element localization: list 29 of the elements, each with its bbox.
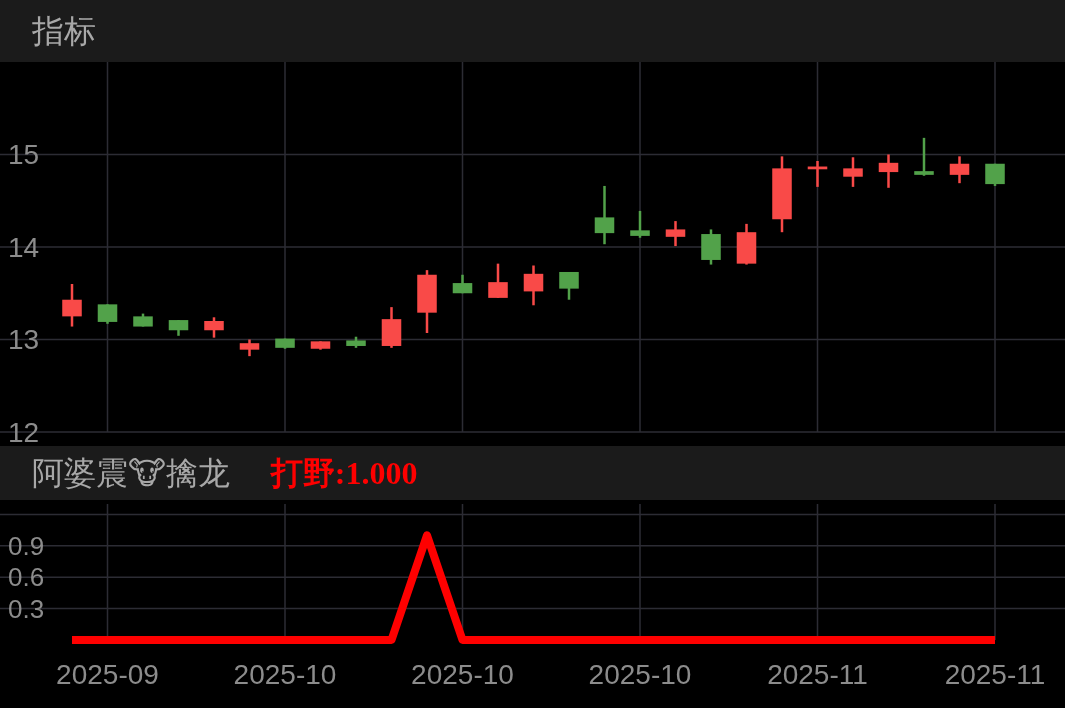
- chart-title: 指标: [31, 12, 96, 50]
- candlestick: [914, 136, 934, 178]
- x-tick-label: 2025-10: [588, 658, 692, 690]
- candlestick: [97, 303, 118, 326]
- candlestick: [559, 270, 579, 301]
- x-tick-label: 2025-10: [233, 658, 337, 690]
- candlestick: [630, 209, 650, 239]
- candlestick: [665, 219, 686, 248]
- chart-title: 阿婆震🐮擒龙: [32, 454, 230, 492]
- x-tick-label: 2025-09: [56, 658, 159, 690]
- candlestick: [204, 316, 224, 339]
- candlestick: [949, 155, 970, 185]
- x-tick-label: 2025-11: [944, 658, 1046, 690]
- y-tick-label: 0.6: [8, 562, 45, 593]
- candlestick: [594, 184, 615, 246]
- y-tick-label: 15: [8, 139, 40, 170]
- candlestick: [62, 282, 82, 328]
- candlestick: [843, 156, 863, 189]
- x-tick-label: 2025-11: [767, 658, 868, 690]
- x-tick-label: 2025-10: [411, 658, 514, 690]
- y-tick-label: 0.3: [8, 593, 45, 624]
- y-tick-label: 14: [8, 231, 40, 263]
- series-label: 打野:1.000: [268, 455, 418, 491]
- candlestick: [523, 264, 544, 307]
- y-tick-label: 12: [8, 416, 40, 448]
- y-tick-label: 0.9: [8, 530, 45, 561]
- candlestick: [488, 262, 508, 300]
- candlestick: [878, 153, 899, 190]
- y-tick-label: 13: [8, 324, 40, 355]
